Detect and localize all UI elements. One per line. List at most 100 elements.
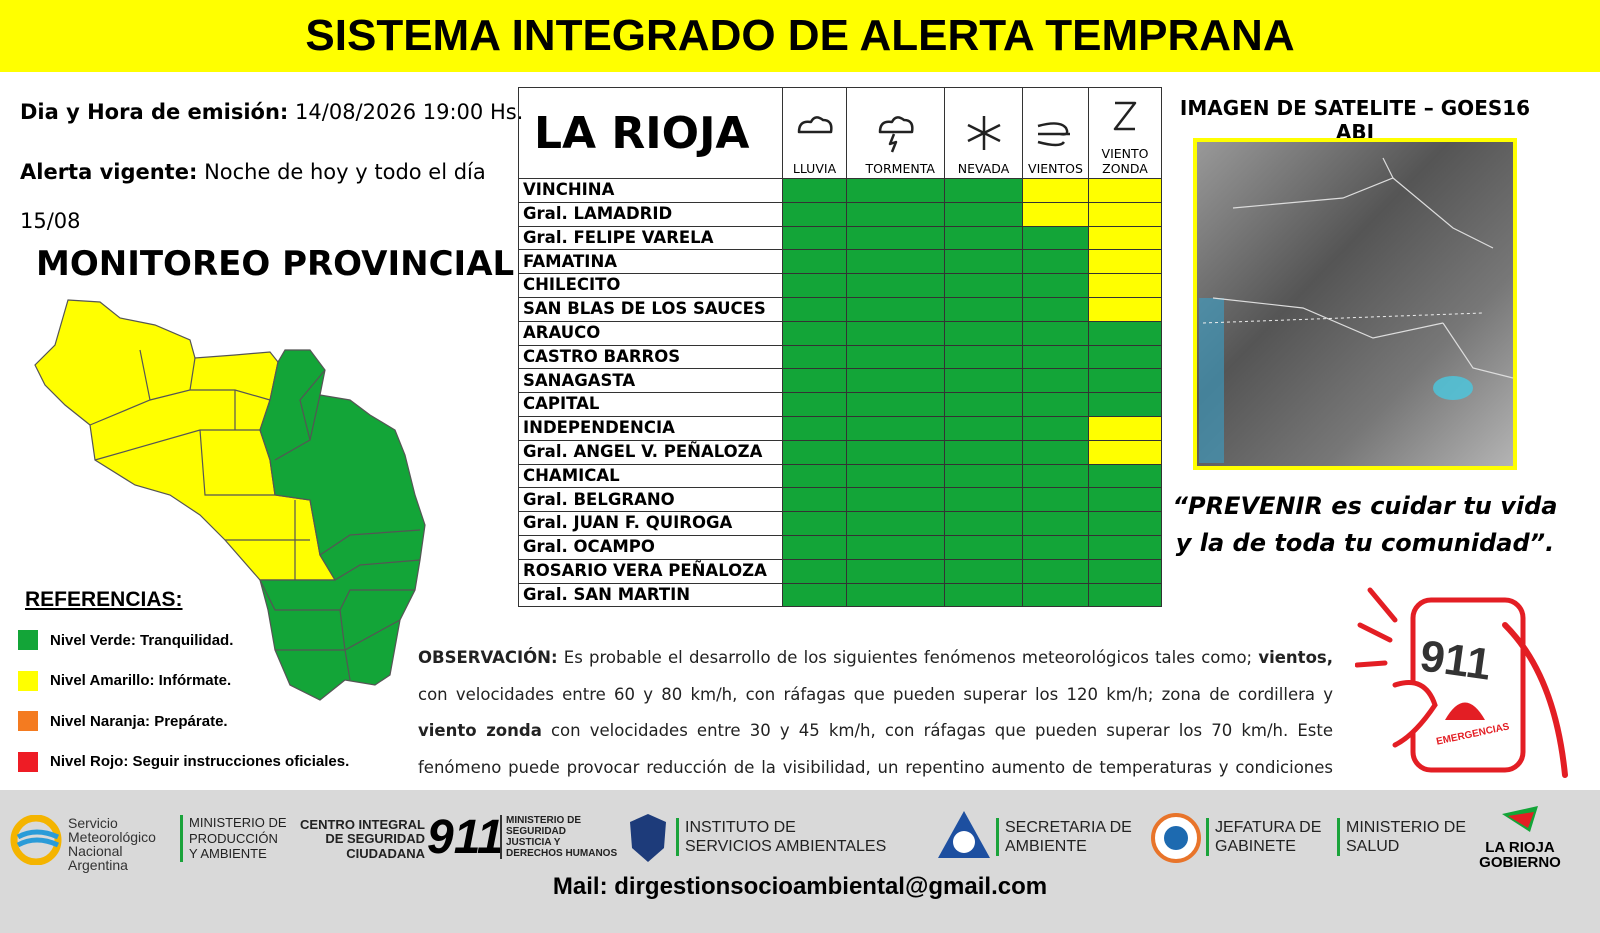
line: DE SEGURIDAD	[325, 831, 425, 847]
alert-cell	[1022, 225, 1089, 251]
line: Servicio	[68, 815, 118, 831]
line: Y AMBIENTE	[189, 846, 267, 862]
line: Nacional	[68, 843, 123, 859]
department-row: FAMATINA	[518, 249, 1162, 275]
alert-cell	[782, 487, 847, 513]
alert-cell	[944, 415, 1023, 441]
line: CENTRO INTEGRAL	[300, 817, 425, 832]
alert-cell	[1088, 249, 1162, 275]
weather-icon	[1113, 102, 1137, 131]
jefatura-logo	[1151, 813, 1201, 863]
value: 14/08/2026 19:00 Hs.	[295, 100, 524, 124]
alert-cell	[1088, 225, 1162, 251]
swatch	[18, 670, 38, 691]
alert-cell	[1022, 392, 1089, 417]
line: SERVICIOS AMBIENTALES	[685, 838, 887, 856]
alert-cell	[782, 344, 847, 370]
column-header: LLUVIA	[782, 87, 847, 179]
jefatura: JEFATURA DE GABINETE	[1206, 818, 1322, 857]
line: Meteorológico	[68, 829, 156, 845]
reference-item: Nivel Rojo: Seguir instrucciones oficial…	[18, 751, 349, 772]
email: Mail: dirgestionsocioambiental@gmail.com	[552, 873, 1048, 900]
alert-cell	[944, 439, 1023, 465]
weather-icon	[966, 115, 1001, 150]
department-name: Gral. LAMADRID	[518, 201, 783, 227]
weather-icon	[797, 115, 833, 133]
alert-cell	[1022, 178, 1089, 203]
alert-cell	[1088, 463, 1162, 489]
column-header: NEVADA	[944, 87, 1023, 179]
department-row: CASTRO BARROS	[518, 344, 1162, 370]
alert-cell	[1022, 415, 1089, 441]
department-name: Gral. OCAMPO	[518, 534, 783, 560]
smn-logo	[10, 815, 62, 865]
observation-part: con velocidades entre 60 y 80 km/h, con …	[418, 648, 1339, 704]
alert-cell	[846, 392, 945, 417]
line: SECRETARIA DE	[1005, 819, 1132, 836]
dc-logo	[938, 811, 990, 858]
alert-cell	[846, 439, 945, 465]
alert-cell	[944, 392, 1023, 417]
references-title: REFERENCIAS:	[25, 588, 183, 611]
police-badge	[630, 814, 666, 862]
alert-cell	[782, 392, 847, 417]
value: Noche de hoy y todo el día 15/08	[20, 160, 486, 233]
department-name: CHILECITO	[518, 273, 783, 298]
department-row: Gral. SAN MARTIN	[518, 582, 1162, 608]
alert-cell	[846, 558, 945, 584]
quote: “PREVENIR es cuidar tu vida y la de toda…	[1172, 492, 1558, 557]
icon-path	[966, 115, 1001, 150]
department-name: INDEPENDENCIA	[518, 415, 783, 441]
secretaria: SECRETARIA DE AMBIENTE	[996, 818, 1132, 857]
line: MINISTERIO DE	[189, 815, 287, 830]
alert-cell	[846, 201, 945, 227]
alert-cell	[782, 249, 847, 275]
alert-cell	[1088, 415, 1162, 441]
alert-cell	[1022, 534, 1089, 560]
alert-cell	[1088, 392, 1162, 417]
alert-cell	[944, 582, 1023, 608]
alert-cell	[782, 439, 847, 465]
column-label: NEVADA	[957, 160, 1010, 176]
line: JEFATURA DE	[1215, 819, 1322, 836]
alert-cell	[782, 463, 847, 489]
alert-cell	[944, 487, 1023, 513]
alert-cell	[944, 368, 1023, 394]
label: Dia y Hora de emisión:	[20, 100, 289, 124]
weather-icon	[1037, 121, 1070, 146]
footer: Servicio Meteorológico Nacional Argentina M…	[0, 790, 1600, 933]
department-row: VINCHINA	[518, 178, 1162, 203]
alert-cell	[782, 273, 847, 298]
alert-cell	[1022, 201, 1089, 227]
department-row: Gral. OCAMPO	[518, 534, 1162, 560]
swatch	[18, 751, 38, 772]
department-name: SAN BLAS DE LOS SAUCES	[518, 296, 783, 322]
line: MINISTERIO DE	[1346, 819, 1467, 836]
monitoring-title: MONITOREO PROVINCIAL	[36, 244, 515, 284]
column-header: VIENTOS	[1022, 87, 1089, 179]
alert-cell	[1022, 368, 1089, 394]
alert-table: LA RIOJA LLUVIA TORMENTA NEVADA VIENTOS VIENT…	[518, 87, 1162, 608]
alert-cell	[944, 273, 1023, 298]
alert-cell	[846, 249, 945, 275]
observation-part: OBSERVACIÓN:	[418, 648, 558, 667]
observation-part: Es probable el desarrollo de los siguien…	[557, 648, 1259, 667]
alert-cell	[1088, 178, 1162, 203]
department-name: Gral. ANGEL V. PEÑALOZA	[518, 439, 783, 465]
department-name: CASTRO BARROS	[518, 344, 783, 370]
ministerio-seguridad: MINISTERIO DE SEGURIDAD JUSTICIA Y DERECHOS…	[500, 815, 617, 859]
ministerio-produccion: MINISTERIO DE PRODUCCIÓN Y AMBIENTE	[180, 815, 287, 862]
department-name: FAMATINA	[518, 249, 783, 275]
ministerio-salud: MINISTERIO DE SALUD	[1337, 818, 1467, 857]
alert-cell	[1022, 463, 1089, 489]
alert-cell	[1022, 511, 1089, 536]
icon-path	[1113, 102, 1137, 131]
department-row: CHILECITO	[518, 273, 1162, 298]
alert-cell	[846, 415, 945, 441]
swatch	[18, 711, 38, 731]
alert-cell	[944, 534, 1023, 560]
alert-cell	[1088, 511, 1162, 536]
department-name: Gral. BELGRANO	[518, 487, 783, 513]
alert-cell	[1022, 439, 1089, 465]
alert-cell	[1088, 439, 1162, 465]
